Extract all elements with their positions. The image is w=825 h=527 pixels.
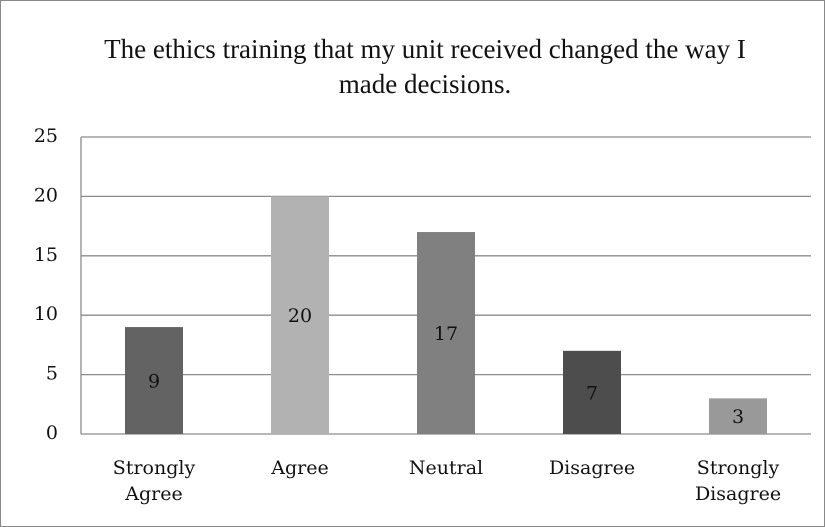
bar (709, 398, 767, 434)
y-tick-label: 5 (46, 363, 58, 385)
y-tick-label: 15 (34, 244, 58, 266)
bar (271, 196, 329, 434)
x-tick-label: Strongly Disagree (694, 457, 782, 505)
x-tick-label: Agree (271, 457, 329, 479)
x-tick-label: Neutral (408, 457, 484, 479)
bar (125, 327, 183, 434)
bar (563, 350, 621, 434)
y-tick-label: 25 (34, 125, 58, 147)
y-tick-label: 0 (46, 422, 58, 444)
x-tick-label: Strongly Agree (112, 457, 196, 505)
bar (417, 232, 475, 434)
x-tick-label: Disagree (548, 457, 636, 479)
data-label: 7 (586, 382, 598, 404)
y-tick-label: 10 (34, 303, 58, 325)
data-label: 3 (732, 406, 744, 428)
y-tick-label: 20 (34, 184, 58, 206)
data-label: 9 (148, 371, 160, 393)
chart-title: The ethics training that my unit receive… (104, 34, 746, 99)
data-label: 20 (288, 305, 312, 327)
data-label: 17 (434, 323, 458, 345)
